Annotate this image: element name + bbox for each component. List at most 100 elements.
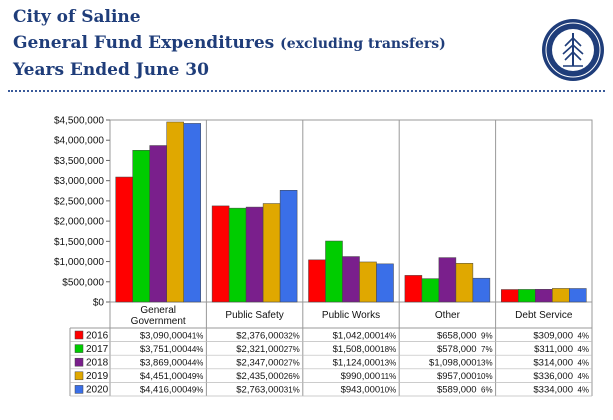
legend-swatch	[74, 344, 84, 353]
header-subtitle: General Fund Expenditures (excluding tra…	[13, 30, 446, 57]
bar	[359, 261, 377, 303]
data-label: $3,090,000	[140, 330, 188, 341]
y-axis-tick-label: $3,000,000	[54, 176, 104, 187]
data-percent: 49%	[187, 386, 203, 395]
data-label: $3,869,000	[140, 358, 188, 369]
data-percent: 18%	[380, 345, 396, 354]
data-label: $1,098,000	[429, 358, 477, 369]
data-percent: 4%	[577, 345, 589, 354]
data-percent: 11%	[381, 372, 396, 381]
category-label: Other	[435, 310, 461, 321]
legend-swatch	[74, 330, 84, 340]
bar	[211, 205, 230, 303]
data-label: $3,751,000	[140, 344, 188, 355]
bar	[262, 203, 281, 303]
y-axis-tick-label: $1,000,000	[54, 257, 104, 268]
bar	[376, 263, 394, 303]
data-percent: 44%	[187, 359, 203, 368]
category-label: Public Safety	[225, 310, 283, 321]
header-subtitle-note: (excluding transfers)	[280, 36, 446, 52]
data-percent: 27%	[284, 345, 300, 354]
bar	[149, 145, 167, 303]
data-label: $334,000	[533, 385, 573, 396]
bar	[115, 176, 133, 303]
data-percent: 10%	[380, 386, 396, 395]
header: City of Saline General Fund Expenditures…	[13, 4, 446, 83]
header-divider	[8, 90, 605, 92]
data-label: $658,000	[437, 330, 477, 341]
legend-label: 2017	[86, 344, 109, 355]
category-label: General	[140, 305, 176, 316]
data-percent: 26%	[284, 372, 300, 381]
data-percent: 49%	[187, 372, 203, 381]
bar	[421, 278, 440, 303]
header-subtitle-main: General Fund Expenditures	[13, 33, 275, 53]
data-label: $2,376,000	[236, 330, 284, 341]
data-percent: 4%	[577, 386, 589, 395]
data-percent: 41%	[187, 331, 203, 340]
data-label: $1,042,000	[333, 330, 381, 341]
bar	[518, 289, 536, 303]
bar	[552, 288, 570, 303]
category-label: Debt Service	[515, 310, 573, 321]
city-seal-icon	[542, 19, 604, 81]
data-percent: 31%	[284, 386, 300, 395]
bar	[166, 121, 184, 303]
legend-swatch	[74, 357, 84, 367]
legend-label: 2019	[86, 371, 109, 382]
data-percent: 4%	[577, 331, 589, 340]
y-axis-tick-label: $3,500,000	[54, 156, 104, 167]
data-label: $4,451,000	[140, 371, 188, 382]
data-percent: 13%	[380, 359, 396, 368]
bar	[183, 123, 201, 303]
legend-swatch	[74, 371, 84, 381]
bar	[132, 150, 150, 303]
bar	[342, 256, 360, 303]
bar	[535, 289, 553, 303]
data-percent: 7%	[481, 345, 493, 354]
y-axis-tick-label: $2,000,000	[54, 217, 104, 228]
bar	[325, 240, 343, 303]
data-label: $311,000	[534, 344, 573, 355]
y-axis-tick-label: $500,000	[62, 277, 104, 288]
bar	[308, 259, 326, 303]
data-percent: 44%	[187, 345, 203, 354]
data-percent: 4%	[577, 372, 589, 381]
data-label: $957,000	[437, 371, 477, 382]
y-axis-tick-label: $2,500,000	[54, 196, 104, 207]
data-percent: 4%	[577, 359, 589, 368]
data-percent: 32%	[284, 331, 300, 340]
legend-label: 2016	[86, 330, 109, 341]
bar	[472, 277, 491, 303]
data-label: $2,321,000	[236, 344, 284, 355]
legend-swatch	[74, 385, 84, 394]
category-label: Government	[131, 316, 186, 327]
data-label: $943,000	[341, 385, 381, 396]
data-label: $578,000	[437, 344, 477, 355]
data-label: $990,000	[341, 371, 381, 382]
data-label: $4,416,000	[140, 385, 188, 396]
data-label: $2,763,000	[236, 385, 284, 396]
y-axis-tick-label: $4,500,000	[54, 116, 104, 127]
data-label: $1,124,000	[333, 358, 381, 369]
data-label: $314,000	[533, 358, 573, 369]
data-label: $2,435,000	[236, 371, 284, 382]
bar	[228, 207, 247, 303]
y-axis-tick-label: $0	[93, 298, 105, 309]
legend-label: 2018	[86, 358, 109, 369]
bar	[404, 275, 423, 303]
data-percent: 6%	[481, 386, 493, 395]
bar	[245, 206, 264, 303]
data-percent: 13%	[477, 359, 493, 368]
data-percent: 27%	[284, 359, 300, 368]
bar	[279, 190, 298, 303]
data-label: $309,000	[533, 330, 573, 341]
bar	[501, 289, 519, 303]
data-label: $1,508,000	[333, 344, 381, 355]
bar	[569, 288, 587, 303]
bar	[455, 263, 474, 303]
data-percent: 10%	[477, 372, 493, 381]
y-axis-tick-label: $1,500,000	[54, 237, 104, 248]
data-label: $2,347,000	[236, 358, 284, 369]
